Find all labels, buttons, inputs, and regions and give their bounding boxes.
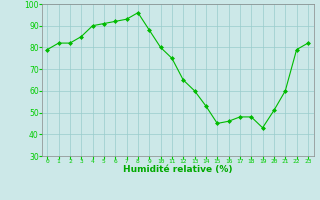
X-axis label: Humidité relative (%): Humidité relative (%) [123,165,232,174]
